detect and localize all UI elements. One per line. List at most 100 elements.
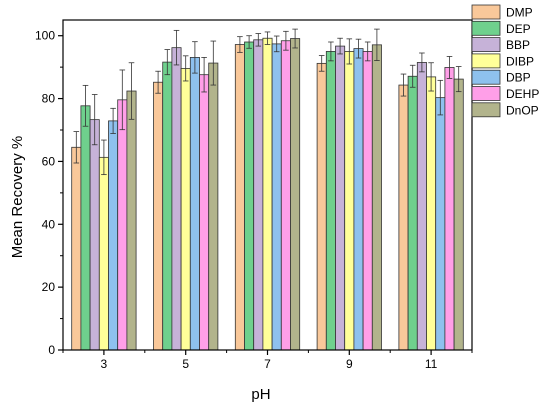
legend-swatch [471, 20, 501, 36]
legend-label: DEP [506, 22, 531, 36]
legend-label: DnOP [506, 103, 539, 117]
error-bar-dbp-ph7 [273, 35, 280, 53]
bar-dbp-ph7 [271, 43, 282, 351]
bar-dehp-ph11 [444, 67, 455, 351]
error-bar-dnop-ph7 [292, 28, 298, 49]
legend-label: DEHP [506, 87, 539, 101]
axes-layer: 0 20 40 60 80 100 3 5 7 9 11 [35, 19, 473, 371]
error-bar-dmp-ph7 [237, 36, 243, 53]
error-bar-bbp-ph5 [173, 29, 180, 66]
error-bar-dbp-ph11 [437, 79, 444, 116]
legend-swatch [471, 4, 501, 20]
error-bar-dbp-ph5 [192, 41, 198, 74]
bar-dep-ph5 [162, 61, 173, 351]
y-tick-label: 80 [42, 92, 56, 106]
error-bar-dibp-ph9 [346, 38, 353, 65]
error-bar-dibp-ph5 [182, 55, 189, 82]
legend-label: DMP [506, 6, 533, 20]
error-bar-dehp-ph7 [283, 30, 289, 51]
y-tick-label: 60 [42, 154, 56, 168]
error-bar-dnop-ph5 [210, 40, 217, 86]
bar-dnop-ph9 [371, 44, 382, 351]
bar-dehp-ph7 [280, 40, 291, 351]
legend-item-dmp: DMP [471, 4, 533, 20]
bar-dbp-ph3 [108, 120, 119, 351]
bar-dnop-ph11 [453, 78, 464, 351]
error-bar-dmp-ph3 [73, 131, 80, 164]
error-bar-dep-ph11 [409, 64, 416, 88]
error-bar-dibp-ph3 [101, 139, 107, 176]
error-bar-bbp-ph3 [91, 94, 98, 146]
error-bar-dibp-ph11 [428, 62, 434, 92]
bar-dibp-ph5 [180, 68, 191, 351]
bar-bbp-ph11 [416, 62, 427, 351]
bar-bbp-ph3 [89, 119, 100, 351]
legend-swatch [471, 53, 501, 69]
legend-swatch [471, 37, 501, 52]
bar-dibp-ph9 [344, 51, 355, 351]
error-bar-dmp-ph9 [318, 55, 325, 72]
legend-item-dibp: DIBP [471, 53, 534, 69]
legend-swatch [471, 102, 501, 118]
x-tick-label: 3 [101, 357, 108, 371]
bar-dep-ph7 [244, 41, 255, 351]
y-tick-label: 100 [35, 29, 55, 43]
x-tick-label: 7 [264, 357, 271, 371]
bar-dmp-ph3 [71, 146, 82, 351]
legend-item-dbp: DBP [471, 69, 531, 85]
error-bar-dibp-ph7 [264, 31, 271, 45]
bar-dep-ph3 [80, 105, 91, 351]
y-tick-label: 40 [42, 217, 56, 231]
x-tick-label: 9 [346, 357, 353, 371]
error-bar-bbp-ph9 [337, 37, 343, 55]
bar-bbp-ph9 [335, 45, 346, 351]
bar-dnop-ph5 [208, 62, 219, 351]
error-bar-dehp-ph5 [201, 57, 207, 93]
bar-dbp-ph9 [353, 48, 364, 351]
error-bar-dmp-ph5 [155, 70, 161, 94]
error-bar-dep-ph7 [246, 35, 252, 49]
bar-dmp-ph5 [153, 81, 164, 351]
bar-dibp-ph7 [262, 37, 273, 351]
error-bar-dep-ph5 [164, 49, 171, 76]
bar-bbp-ph7 [253, 39, 264, 351]
error-bar-dep-ph3 [82, 84, 89, 127]
legend-item-dnop: DnOP [471, 102, 539, 118]
x-tick-label: 11 [425, 357, 438, 371]
error-bar-dbp-ph3 [110, 107, 116, 134]
error-bar-bbp-ph11 [419, 52, 425, 73]
error-bar-dnop-ph3 [128, 62, 135, 120]
bar-dnop-ph3 [126, 90, 137, 351]
error-bar-dep-ph9 [328, 41, 334, 62]
error-bar-dbp-ph9 [355, 38, 362, 59]
bar-dbp-ph11 [435, 97, 446, 351]
legend-label: DBP [506, 71, 531, 85]
error-bar-dehp-ph3 [119, 69, 126, 131]
legend-item-dep: DEP [471, 20, 531, 36]
bar-bbp-ph5 [171, 47, 182, 351]
legend: DMP DEP BBP DIBP DBP DEHP DnOP [471, 4, 539, 118]
error-bar-dehp-ph9 [364, 41, 371, 62]
bar-dmp-ph7 [234, 44, 245, 351]
y-tick-label: 20 [42, 280, 56, 294]
bar-dbp-ph5 [189, 57, 200, 351]
bar-dmp-ph9 [316, 62, 327, 351]
bar-dehp-ph9 [362, 51, 373, 351]
x-axis-title: pH [251, 386, 270, 403]
legend-label: BBP [506, 38, 530, 52]
legend-item-dehp: DEHP [471, 86, 539, 101]
bar-dmp-ph11 [398, 84, 409, 351]
bar-dehp-ph3 [117, 99, 128, 351]
error-bar-bbp-ph7 [255, 33, 262, 47]
bars-layer [71, 28, 464, 351]
legend-swatch [471, 86, 501, 101]
bar-dehp-ph5 [199, 74, 210, 351]
x-tick-label: 5 [182, 357, 189, 371]
bar-dnop-ph7 [290, 38, 301, 351]
error-bar-dmp-ph11 [400, 73, 407, 97]
bar-dep-ph9 [325, 51, 336, 351]
bar-dibp-ph3 [98, 156, 109, 351]
legend-item-bbp: BBP [471, 37, 530, 52]
legend-swatch [471, 69, 501, 85]
